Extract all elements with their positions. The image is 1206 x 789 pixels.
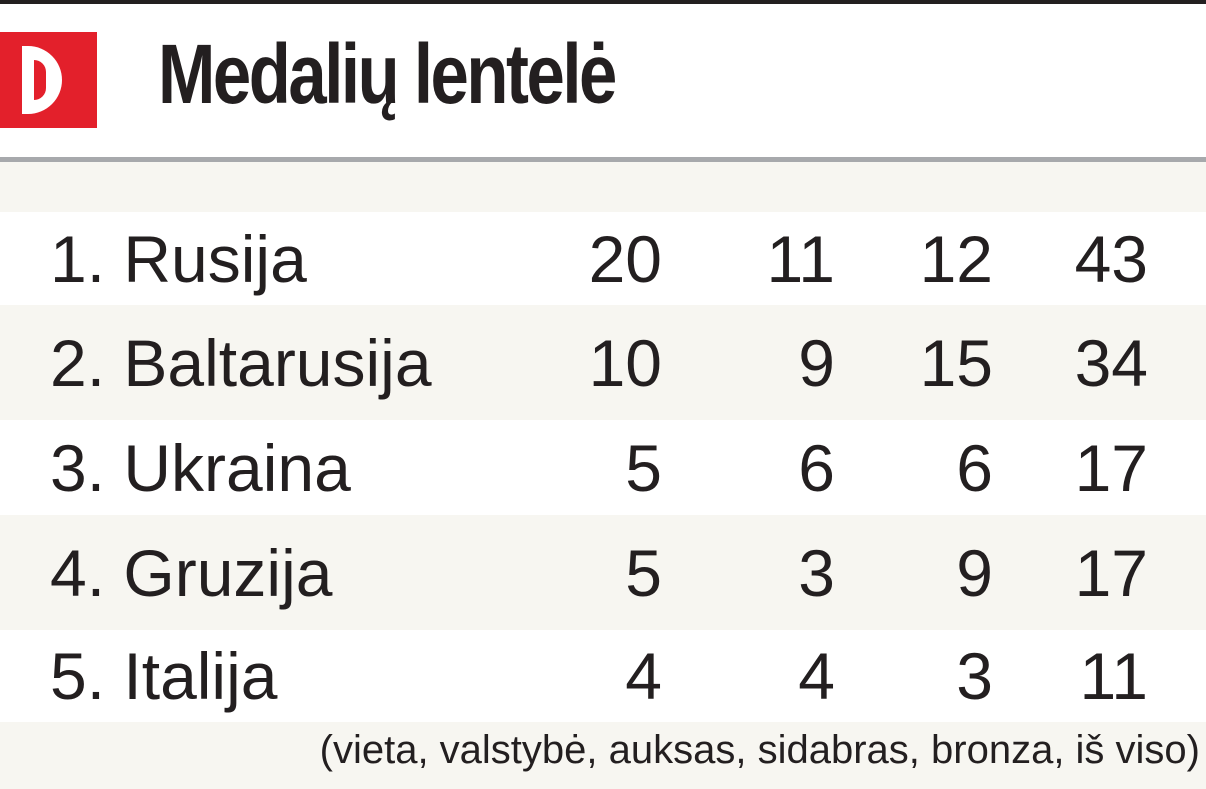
country: Rusija: [123, 221, 307, 296]
medal-count: 15: [919, 325, 993, 400]
medal-count: 10: [588, 325, 662, 400]
medal-count: 4: [625, 639, 662, 713]
medal-count: 17: [1074, 430, 1148, 505]
country-cell: 3. Ukraina: [50, 430, 351, 506]
country: Ukraina: [123, 430, 351, 505]
country: Baltarusija: [123, 325, 432, 400]
note: (vieta, valstybė, auksas, sidabras, bron…: [319, 728, 1200, 772]
medal-count: 6: [798, 430, 835, 505]
table-row: 4. Gruzija 5 3 9 17: [0, 515, 1206, 630]
logo: [0, 32, 97, 128]
medal-count: 3: [956, 639, 993, 713]
medal-count: 6: [956, 430, 993, 505]
rank: 3.: [50, 430, 106, 505]
medal-count: 9: [956, 535, 993, 610]
medal-count: 5: [625, 535, 662, 610]
medal-count: 3: [798, 535, 835, 610]
country-cell: 1. Rusija: [50, 221, 307, 297]
rank: 5.: [50, 639, 106, 713]
medal-count: 43: [1074, 221, 1148, 296]
medal-count: 4: [798, 639, 835, 713]
country: Italija: [123, 639, 278, 713]
top-rule: [0, 0, 1206, 4]
country-cell: 5. Italija: [50, 638, 277, 714]
medal-count: 11: [1079, 639, 1148, 713]
medal-count: 9: [798, 325, 835, 400]
logo-letter-hole: [34, 60, 46, 100]
medal-count: 17: [1074, 535, 1148, 610]
spacer-band: [0, 162, 1206, 212]
medal-count: 34: [1074, 325, 1148, 400]
title-rule: [0, 157, 1206, 162]
country-cell: 2. Baltarusija: [50, 325, 432, 401]
rank: 1.: [50, 221, 106, 296]
note-band: (vieta, valstybė, auksas, sidabras, bron…: [0, 722, 1206, 789]
country-cell: 4. Gruzija: [50, 535, 332, 611]
medal-count: 5: [625, 430, 662, 505]
rank: 4.: [50, 535, 106, 610]
medal-count: 11: [766, 221, 835, 296]
table-row: 2. Baltarusija 10 9 15 34: [0, 305, 1206, 420]
medal-count: 12: [919, 221, 993, 296]
title: Medalių lentelė: [158, 27, 617, 121]
table-row: 3. Ukraina 5 6 6 17: [0, 420, 1206, 515]
medal-count: 20: [588, 221, 662, 296]
rank: 2.: [50, 325, 106, 400]
table-row: 5. Italija 4 4 3 11: [0, 630, 1206, 722]
table-row: 1. Rusija 20 11 12 43: [0, 212, 1206, 305]
country: Gruzija: [123, 535, 333, 610]
